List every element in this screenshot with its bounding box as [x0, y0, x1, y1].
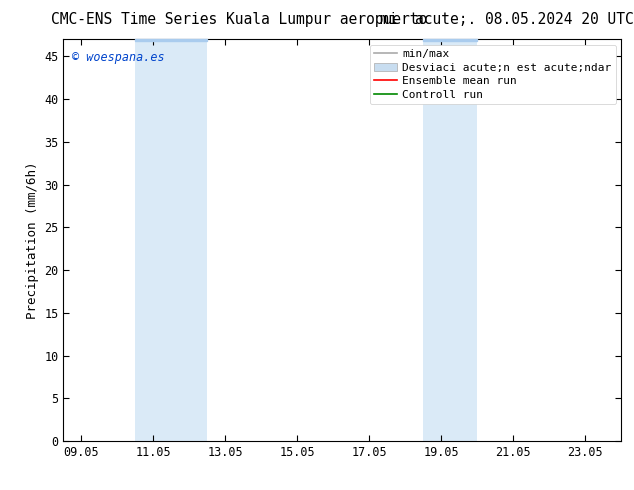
Text: CMC-ENS Time Series Kuala Lumpur aeropuerto: CMC-ENS Time Series Kuala Lumpur aeropue…: [51, 12, 427, 27]
Text: © woespana.es: © woespana.es: [72, 51, 164, 64]
Y-axis label: Precipitation (mm/6h): Precipitation (mm/6h): [26, 161, 39, 319]
Bar: [424, 39, 477, 41]
Bar: [136, 39, 207, 41]
Bar: [424, 39, 477, 441]
Bar: [136, 39, 207, 441]
Text: mi  acute;. 08.05.2024 20 UTC: mi acute;. 08.05.2024 20 UTC: [380, 12, 634, 27]
Legend: min/max, Desviaci acute;n est acute;ndar, Ensemble mean run, Controll run: min/max, Desviaci acute;n est acute;ndar…: [370, 45, 616, 104]
